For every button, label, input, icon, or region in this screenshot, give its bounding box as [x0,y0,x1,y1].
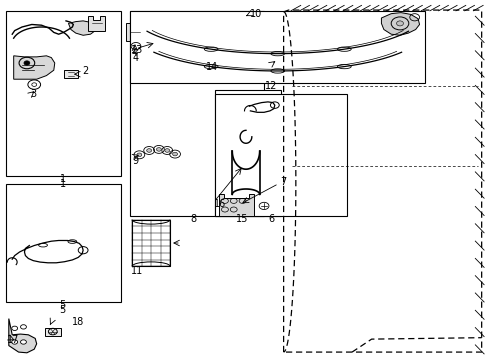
Polygon shape [68,21,95,35]
Text: 5: 5 [60,305,65,315]
Circle shape [12,340,18,344]
Text: 9: 9 [132,156,138,166]
Circle shape [396,21,403,26]
Text: 8: 8 [190,214,196,224]
Text: 1: 1 [60,179,65,189]
Bar [215,90,281,216]
Text: 5: 5 [60,300,65,310]
Text: 15: 15 [235,214,248,224]
Bar [215,94,346,216]
Text: 16: 16 [214,199,226,210]
Text: 4: 4 [132,48,138,58]
Circle shape [24,61,30,65]
Bar [129,11,264,216]
Polygon shape [14,56,55,79]
Text: 3: 3 [30,89,37,99]
Polygon shape [381,13,419,35]
Bar [6,184,121,302]
Polygon shape [88,16,105,31]
Polygon shape [139,24,191,39]
Circle shape [164,149,169,152]
Bar [129,11,425,83]
Circle shape [137,153,142,157]
Polygon shape [134,28,155,54]
Polygon shape [126,23,144,41]
Text: 18: 18 [72,317,84,327]
Text: 10: 10 [250,9,262,19]
Text: 11: 11 [131,266,143,276]
Circle shape [20,325,26,329]
Circle shape [156,148,161,151]
Polygon shape [137,17,183,38]
Circle shape [12,326,18,330]
Polygon shape [9,319,37,353]
Bar [63,70,78,78]
Text: 17: 17 [7,335,20,345]
Text: 13: 13 [131,45,143,55]
Polygon shape [219,194,254,216]
Bar [6,11,121,176]
Text: 12: 12 [264,81,277,91]
Text: 4: 4 [133,53,139,63]
Bar [45,328,61,336]
Text: 14: 14 [206,62,218,72]
Polygon shape [229,12,253,24]
Circle shape [20,340,26,344]
Circle shape [172,152,177,156]
Text: 7: 7 [279,177,285,187]
Text: 6: 6 [268,214,274,224]
Text: 1: 1 [60,174,65,184]
Bar [132,220,170,266]
Circle shape [146,149,151,152]
Text: 2: 2 [82,66,88,76]
